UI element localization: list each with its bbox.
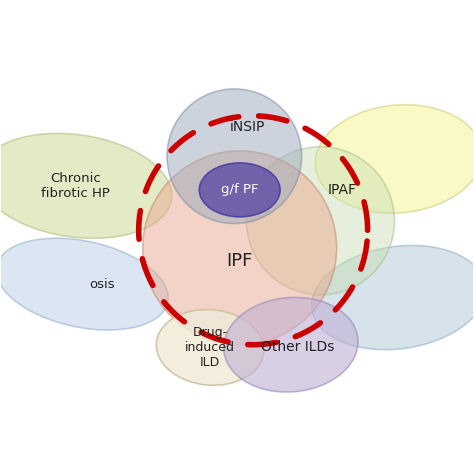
Text: IPAF: IPAF — [328, 183, 356, 197]
Ellipse shape — [311, 246, 474, 350]
Ellipse shape — [246, 147, 394, 295]
Text: osis: osis — [90, 278, 115, 291]
Text: Other ILDs: Other ILDs — [261, 340, 334, 355]
Ellipse shape — [143, 151, 337, 345]
Ellipse shape — [224, 297, 358, 392]
Text: IPF: IPF — [227, 252, 253, 270]
Text: Chronic
fibrotic HP: Chronic fibrotic HP — [41, 172, 110, 200]
Text: g/f PF: g/f PF — [221, 183, 258, 196]
Text: iNSIP: iNSIP — [230, 119, 265, 134]
Ellipse shape — [0, 238, 168, 330]
Ellipse shape — [167, 89, 301, 224]
Ellipse shape — [0, 133, 172, 238]
Ellipse shape — [315, 105, 474, 213]
Ellipse shape — [156, 310, 264, 385]
Ellipse shape — [199, 163, 280, 217]
Text: Drug-
induced
ILD: Drug- induced ILD — [185, 326, 235, 369]
